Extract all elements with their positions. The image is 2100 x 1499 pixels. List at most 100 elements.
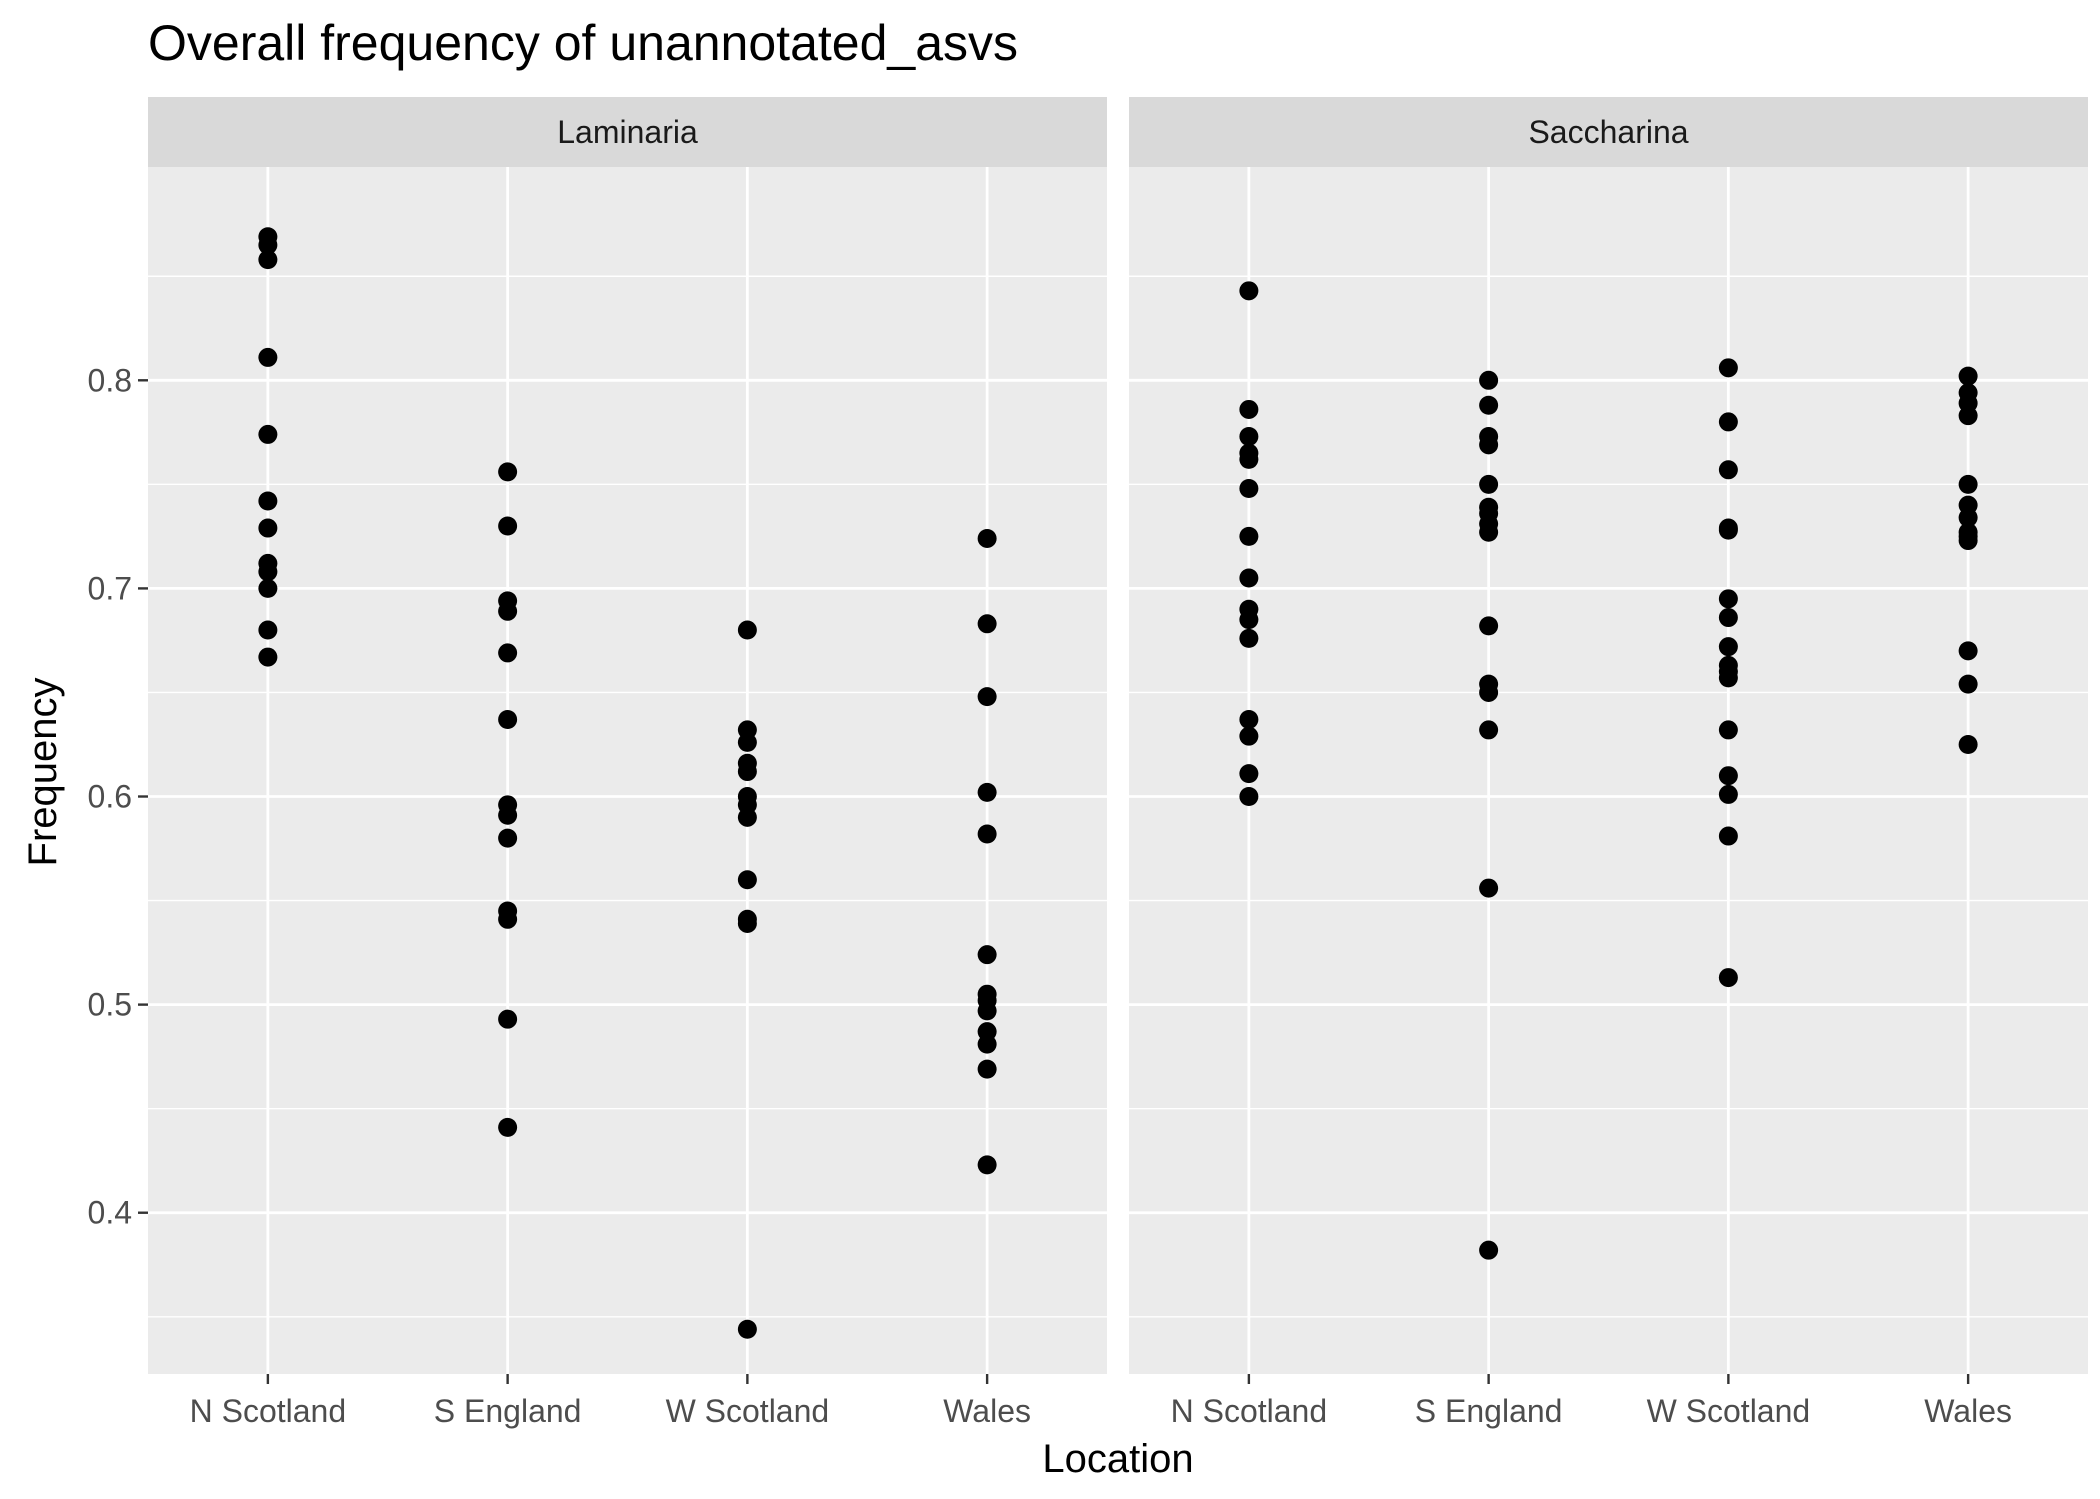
data-point [258, 518, 278, 538]
data-point [1718, 826, 1738, 846]
facet-label: Saccharina [1528, 114, 1688, 150]
data-point [258, 562, 278, 582]
data-point [977, 528, 997, 548]
data-point [977, 1059, 997, 1079]
data-point [1239, 610, 1259, 630]
data-point [1718, 589, 1738, 609]
data-point [1479, 878, 1499, 898]
data-point [1239, 281, 1259, 301]
x-tick-label: S England [1415, 1393, 1563, 1429]
data-point [1479, 370, 1499, 390]
data-point [258, 347, 278, 367]
data-point [1239, 568, 1259, 588]
data-point [1958, 406, 1978, 426]
data-point [737, 870, 757, 890]
facet-strip [1129, 97, 2088, 167]
y-tick-label: 0.5 [88, 987, 132, 1023]
data-point [1718, 766, 1738, 786]
data-point [1958, 734, 1978, 754]
data-point [737, 620, 757, 640]
data-point [498, 462, 518, 482]
x-tick-label: W Scotland [666, 1393, 830, 1429]
data-point [1239, 426, 1259, 446]
x-tick-label: Wales [943, 1393, 1031, 1429]
y-axis: 0.4 0.5 0.6 0.7 0.8 [88, 362, 148, 1231]
data-point [498, 1117, 518, 1137]
x-tick-label: N Scotland [1171, 1393, 1328, 1429]
data-point [1479, 616, 1499, 636]
data-point [977, 1155, 997, 1175]
data-point [737, 807, 757, 827]
data-point [1718, 668, 1738, 688]
data-point [1958, 674, 1978, 694]
panel-background [1129, 167, 2088, 1374]
data-point [1239, 628, 1259, 648]
data-point [977, 687, 997, 707]
data-point [1718, 520, 1738, 540]
y-tick-label: 0.8 [88, 362, 132, 398]
data-point [1958, 474, 1978, 494]
data-point [498, 1009, 518, 1029]
data-point [498, 601, 518, 621]
data-point [1239, 710, 1259, 730]
y-tick-label: 0.4 [88, 1195, 132, 1231]
data-point [498, 805, 518, 825]
panel-laminaria: Laminaria N Scotland S England W Scotland Wa… [148, 97, 1107, 1429]
data-point [1718, 358, 1738, 378]
data-point [1958, 366, 1978, 386]
data-point [258, 250, 278, 270]
x-axis-title: Location [1042, 1437, 1193, 1481]
data-point [737, 762, 757, 782]
data-point [1239, 787, 1259, 807]
x-tick-label: W Scotland [1647, 1393, 1811, 1429]
data-point [1958, 531, 1978, 551]
data-point [1479, 395, 1499, 415]
data-point [1479, 474, 1499, 494]
data-point [258, 620, 278, 640]
data-point [1239, 526, 1259, 546]
data-point [1479, 522, 1499, 542]
data-point [737, 1319, 757, 1339]
data-point [737, 913, 757, 933]
data-point [258, 578, 278, 598]
data-point [977, 824, 997, 844]
y-tick-label: 0.7 [88, 570, 132, 606]
data-point [1718, 784, 1738, 804]
chart-title: Overall frequency of unannotated_asvs [148, 15, 1018, 71]
data-point [498, 909, 518, 929]
data-point [977, 782, 997, 802]
data-point [1718, 460, 1738, 480]
data-point [977, 614, 997, 634]
data-point [1239, 479, 1259, 499]
data-point [1958, 641, 1978, 661]
data-point [258, 647, 278, 667]
data-point [258, 235, 278, 255]
data-point [737, 732, 757, 752]
x-tick-label: Wales [1924, 1393, 2012, 1429]
data-point [1239, 726, 1259, 746]
data-point [1958, 508, 1978, 528]
data-point [1479, 682, 1499, 702]
data-point [258, 424, 278, 444]
x-tick-label: S England [434, 1393, 582, 1429]
facet-strip [148, 97, 1107, 167]
data-point [977, 1034, 997, 1054]
data-point [1718, 608, 1738, 628]
data-point [977, 945, 997, 965]
data-point [498, 643, 518, 663]
data-point [498, 516, 518, 536]
facet-panels: Laminaria N Scotland S England W Scotland Wa… [148, 97, 2088, 1429]
data-point [1239, 449, 1259, 469]
data-point [1239, 764, 1259, 784]
y-axis-title: Frequency [21, 678, 65, 867]
data-point [498, 828, 518, 848]
data-point [1718, 412, 1738, 432]
y-tick-label: 0.6 [88, 779, 132, 815]
facet-label: Laminaria [557, 114, 698, 150]
data-point [1718, 968, 1738, 988]
data-point [258, 491, 278, 511]
x-tick-label: N Scotland [190, 1393, 347, 1429]
data-point [1239, 399, 1259, 419]
data-point [1479, 720, 1499, 740]
